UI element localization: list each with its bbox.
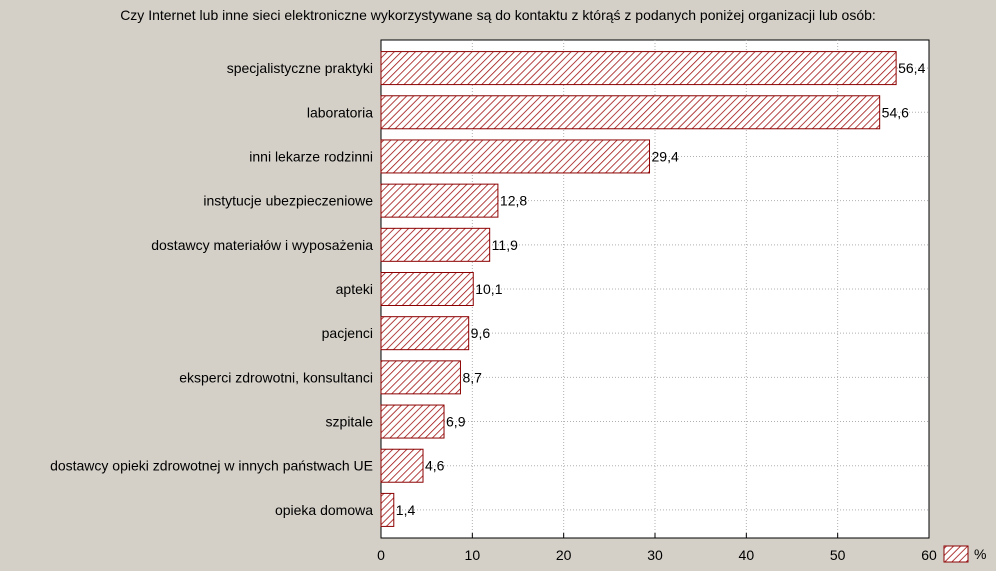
- value-label: 1,4: [396, 502, 416, 518]
- bar: [380, 448, 424, 483]
- value-label: 8,7: [462, 369, 482, 385]
- legend-swatch: [943, 545, 969, 563]
- x-axis: 0 10 20 30 40 50 60: [377, 533, 937, 563]
- chart-title: Czy Internet lub inne sieci elektroniczn…: [120, 7, 876, 23]
- category-label: laboratoria: [307, 104, 373, 120]
- x-tick-label: 10: [465, 547, 481, 563]
- category-label: opieka domowa: [275, 502, 373, 518]
- bar: [380, 316, 470, 351]
- category-label: specjalistyczne praktyki: [227, 60, 373, 76]
- category-label: instytucje ubezpieczeniowe: [203, 193, 373, 209]
- x-tick-label: 40: [739, 547, 755, 563]
- bar: [380, 404, 445, 439]
- bar: [380, 139, 651, 174]
- category-label: apteki: [336, 281, 373, 297]
- category-label: dostawcy opieki zdrowotnej w innych pańs…: [50, 458, 373, 474]
- bar: [380, 272, 474, 306]
- bars: [380, 51, 897, 527]
- value-label: 54,6: [882, 104, 909, 120]
- category-label: szpitale: [326, 414, 374, 430]
- value-label: 4,6: [425, 458, 445, 474]
- bar: [380, 183, 499, 218]
- category-label: eksperci zdrowotni, konsultanci: [179, 369, 373, 385]
- category-label: inni lekarze rodzinni: [249, 148, 373, 164]
- value-label: 11,9: [492, 237, 518, 253]
- value-label: 56,4: [898, 60, 925, 76]
- x-tick-label: 60: [921, 547, 937, 563]
- bar: [380, 360, 461, 395]
- x-tick-label: 30: [647, 547, 663, 563]
- bar: [380, 95, 881, 130]
- legend: %: [943, 545, 986, 563]
- value-label: 29,4: [652, 148, 679, 164]
- x-tick-label: 20: [556, 547, 572, 563]
- value-label: 6,9: [446, 414, 466, 430]
- category-label: dostawcy materiałów i wyposażenia: [151, 237, 373, 253]
- value-label: 10,1: [475, 281, 502, 297]
- bar: [380, 492, 395, 527]
- bar: [380, 227, 491, 262]
- bar: [380, 51, 897, 86]
- value-label: 12,8: [500, 193, 527, 209]
- legend-label: %: [974, 546, 986, 562]
- category-label: pacjenci: [322, 325, 373, 341]
- x-tick-label: 50: [830, 547, 846, 563]
- labels: specjalistyczne praktyki 56,4 laboratoria 5…: [50, 60, 926, 518]
- x-tick-label: 0: [377, 547, 385, 563]
- value-label: 9,6: [471, 325, 491, 341]
